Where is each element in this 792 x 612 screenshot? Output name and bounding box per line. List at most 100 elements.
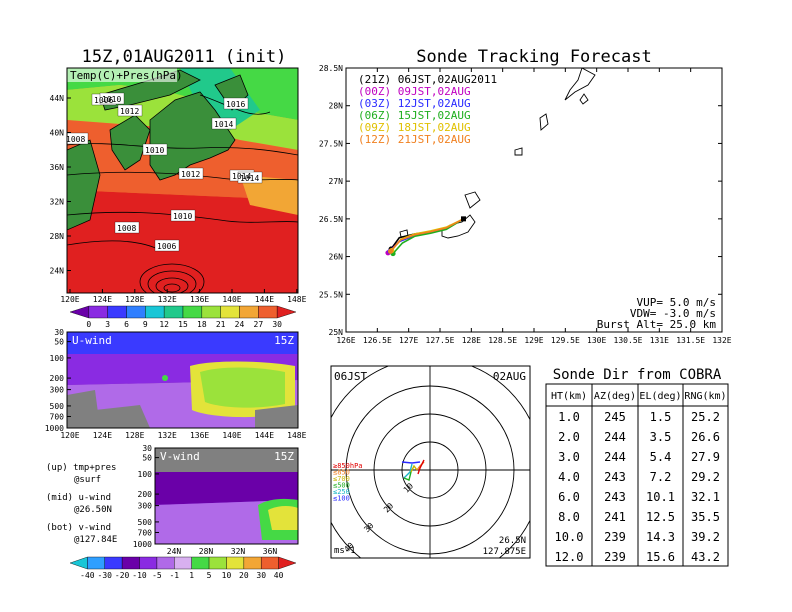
track-legend: (21Z) 06JST,02AUG2011(00Z) 09JST,02AUG(0… (358, 73, 497, 146)
altitude-legend-entry: ≤500 (333, 482, 350, 490)
table-cell: 3.5 (650, 430, 672, 444)
y-tick: 500 (138, 518, 153, 527)
x-tick: 132E (158, 431, 177, 440)
colorbar-swatch (226, 556, 245, 570)
map-lon-tick: 120E (60, 295, 79, 304)
table-cell: 43.2 (691, 550, 720, 564)
y-tick: 700 (138, 528, 153, 537)
map-lat-tick: 44N (50, 94, 65, 103)
altitude-legend-entry: ≥850hPa (333, 462, 363, 470)
v-wind-label: V-wind (160, 450, 200, 463)
pressure-label: 1006 (94, 96, 113, 105)
map-lon-tick: 132E (158, 295, 177, 304)
colorbar-swatch (87, 556, 105, 570)
table-cell: 241 (604, 510, 626, 524)
lon-tick: 128E (462, 336, 481, 345)
colorbar-tick: 40 (274, 571, 284, 580)
x-tick: 128E (125, 431, 144, 440)
x-tick: 28N (199, 547, 214, 556)
track-legend-entry: (00Z) 09JST,02AUG (358, 85, 471, 98)
colorbar-swatch (88, 305, 108, 319)
colorbar-tick: 27 (254, 320, 264, 329)
track-legend-entry: (06Z) 15JST,02AUG (358, 109, 471, 122)
colorbar-tick: -30 (98, 571, 113, 580)
y-tick: 1000 (45, 424, 64, 433)
track-lat-ticks: 28.5N 28N 27.5N 27N 26.5N 26N 25.5N 25N (319, 64, 722, 337)
track-title: Sonde Tracking Forecast (416, 47, 651, 67)
lat-tick: 25N (329, 328, 344, 337)
table-cell: 4.0 (558, 470, 580, 484)
map-lon-tick: 128E (125, 295, 144, 304)
colorbar-swatch (121, 556, 140, 570)
v-wind-time: 15Z (274, 450, 294, 463)
pressure-label: 1010 (102, 95, 121, 104)
direction-table: HT(km) AZ(deg) EL(deg) RNG(km) 1.0 245 1.5 25.2… (545, 383, 729, 567)
burst-param: Burst Alt= 25.0 km (597, 318, 717, 331)
track-line (392, 218, 464, 255)
table-cell: 10.1 (646, 490, 675, 504)
v-wind-x-ticks: 24N 28N 32N 36N (167, 547, 278, 556)
y-tick: 300 (50, 386, 65, 395)
u-wind-time: 15Z (274, 334, 294, 347)
table-cell: 243 (604, 490, 626, 504)
colorbar-swatch (156, 556, 175, 570)
table-header: EL(deg) (639, 391, 681, 402)
table-cell: 2.0 (558, 430, 580, 444)
y-tick: 100 (50, 354, 65, 363)
colorbar-swatch (174, 556, 192, 570)
pressure-label: 1016 (226, 100, 245, 109)
colorbar-tick: 30 (256, 571, 266, 580)
colorbar-tick: 0 (86, 320, 91, 329)
colorbar-swatch (278, 556, 297, 570)
y-tick: 30 (142, 444, 152, 453)
lat-tick: 25.5N (319, 290, 343, 299)
colorbar-swatch (258, 305, 278, 319)
colorbar-swatch (139, 556, 158, 570)
y-tick: 700 (50, 412, 65, 421)
colorbar-swatch (126, 305, 146, 319)
y-tick: 200 (50, 374, 65, 383)
table-cell: 245 (604, 410, 626, 424)
y-tick: 50 (142, 454, 152, 463)
colorbar-swatch (107, 305, 127, 319)
polar-rings (331, 366, 530, 558)
colorbar-tick: -40 (80, 571, 95, 580)
track-legend-entry: (12Z) 21JST,02AUG (358, 133, 471, 146)
colorbar-tick: 12 (159, 320, 169, 329)
map-frame (66, 67, 299, 294)
table-cell: 25.2 (691, 410, 720, 424)
lon-tick: 130.5E (614, 336, 643, 345)
colorbar-swatch (239, 305, 259, 319)
table-cell: 244 (604, 450, 626, 464)
map-lat-tick: 28N (50, 232, 65, 241)
colorbar-tick: 20 (239, 571, 249, 580)
colorbar-tick: 21 (216, 320, 226, 329)
lat-tick: 28N (329, 102, 344, 111)
colorbar-swatch (191, 556, 210, 570)
table-header: RNG(km) (684, 391, 726, 402)
colorbar-swatch (182, 305, 203, 319)
x-tick: 148E (287, 431, 306, 440)
lon-tick: 131.5E (676, 336, 705, 345)
table-cell: 3.0 (558, 450, 580, 464)
y-tick: 30 (54, 328, 64, 337)
pressure-label: 1010 (145, 146, 164, 155)
map-lat-tick: 40N (50, 129, 65, 138)
track-series (385, 216, 466, 257)
vup-param: VUP= 5.0 m/s (637, 296, 716, 309)
colorbar-swatch (201, 305, 221, 319)
table-cell: 239 (604, 550, 626, 564)
y-tick: 300 (138, 502, 153, 511)
lon-tick: 130E (587, 336, 606, 345)
y-tick: 50 (54, 338, 64, 347)
table-cell: 12.0 (555, 550, 584, 564)
colorbar-swatch (69, 305, 90, 319)
colorbar-swatch (69, 556, 88, 570)
table-cell: 27.9 (691, 450, 720, 464)
map-lat-tick: 32N (50, 198, 65, 207)
table-cell: 29.2 (691, 470, 720, 484)
colorbar-tick: 5 (207, 571, 212, 580)
landing-point (387, 248, 394, 254)
